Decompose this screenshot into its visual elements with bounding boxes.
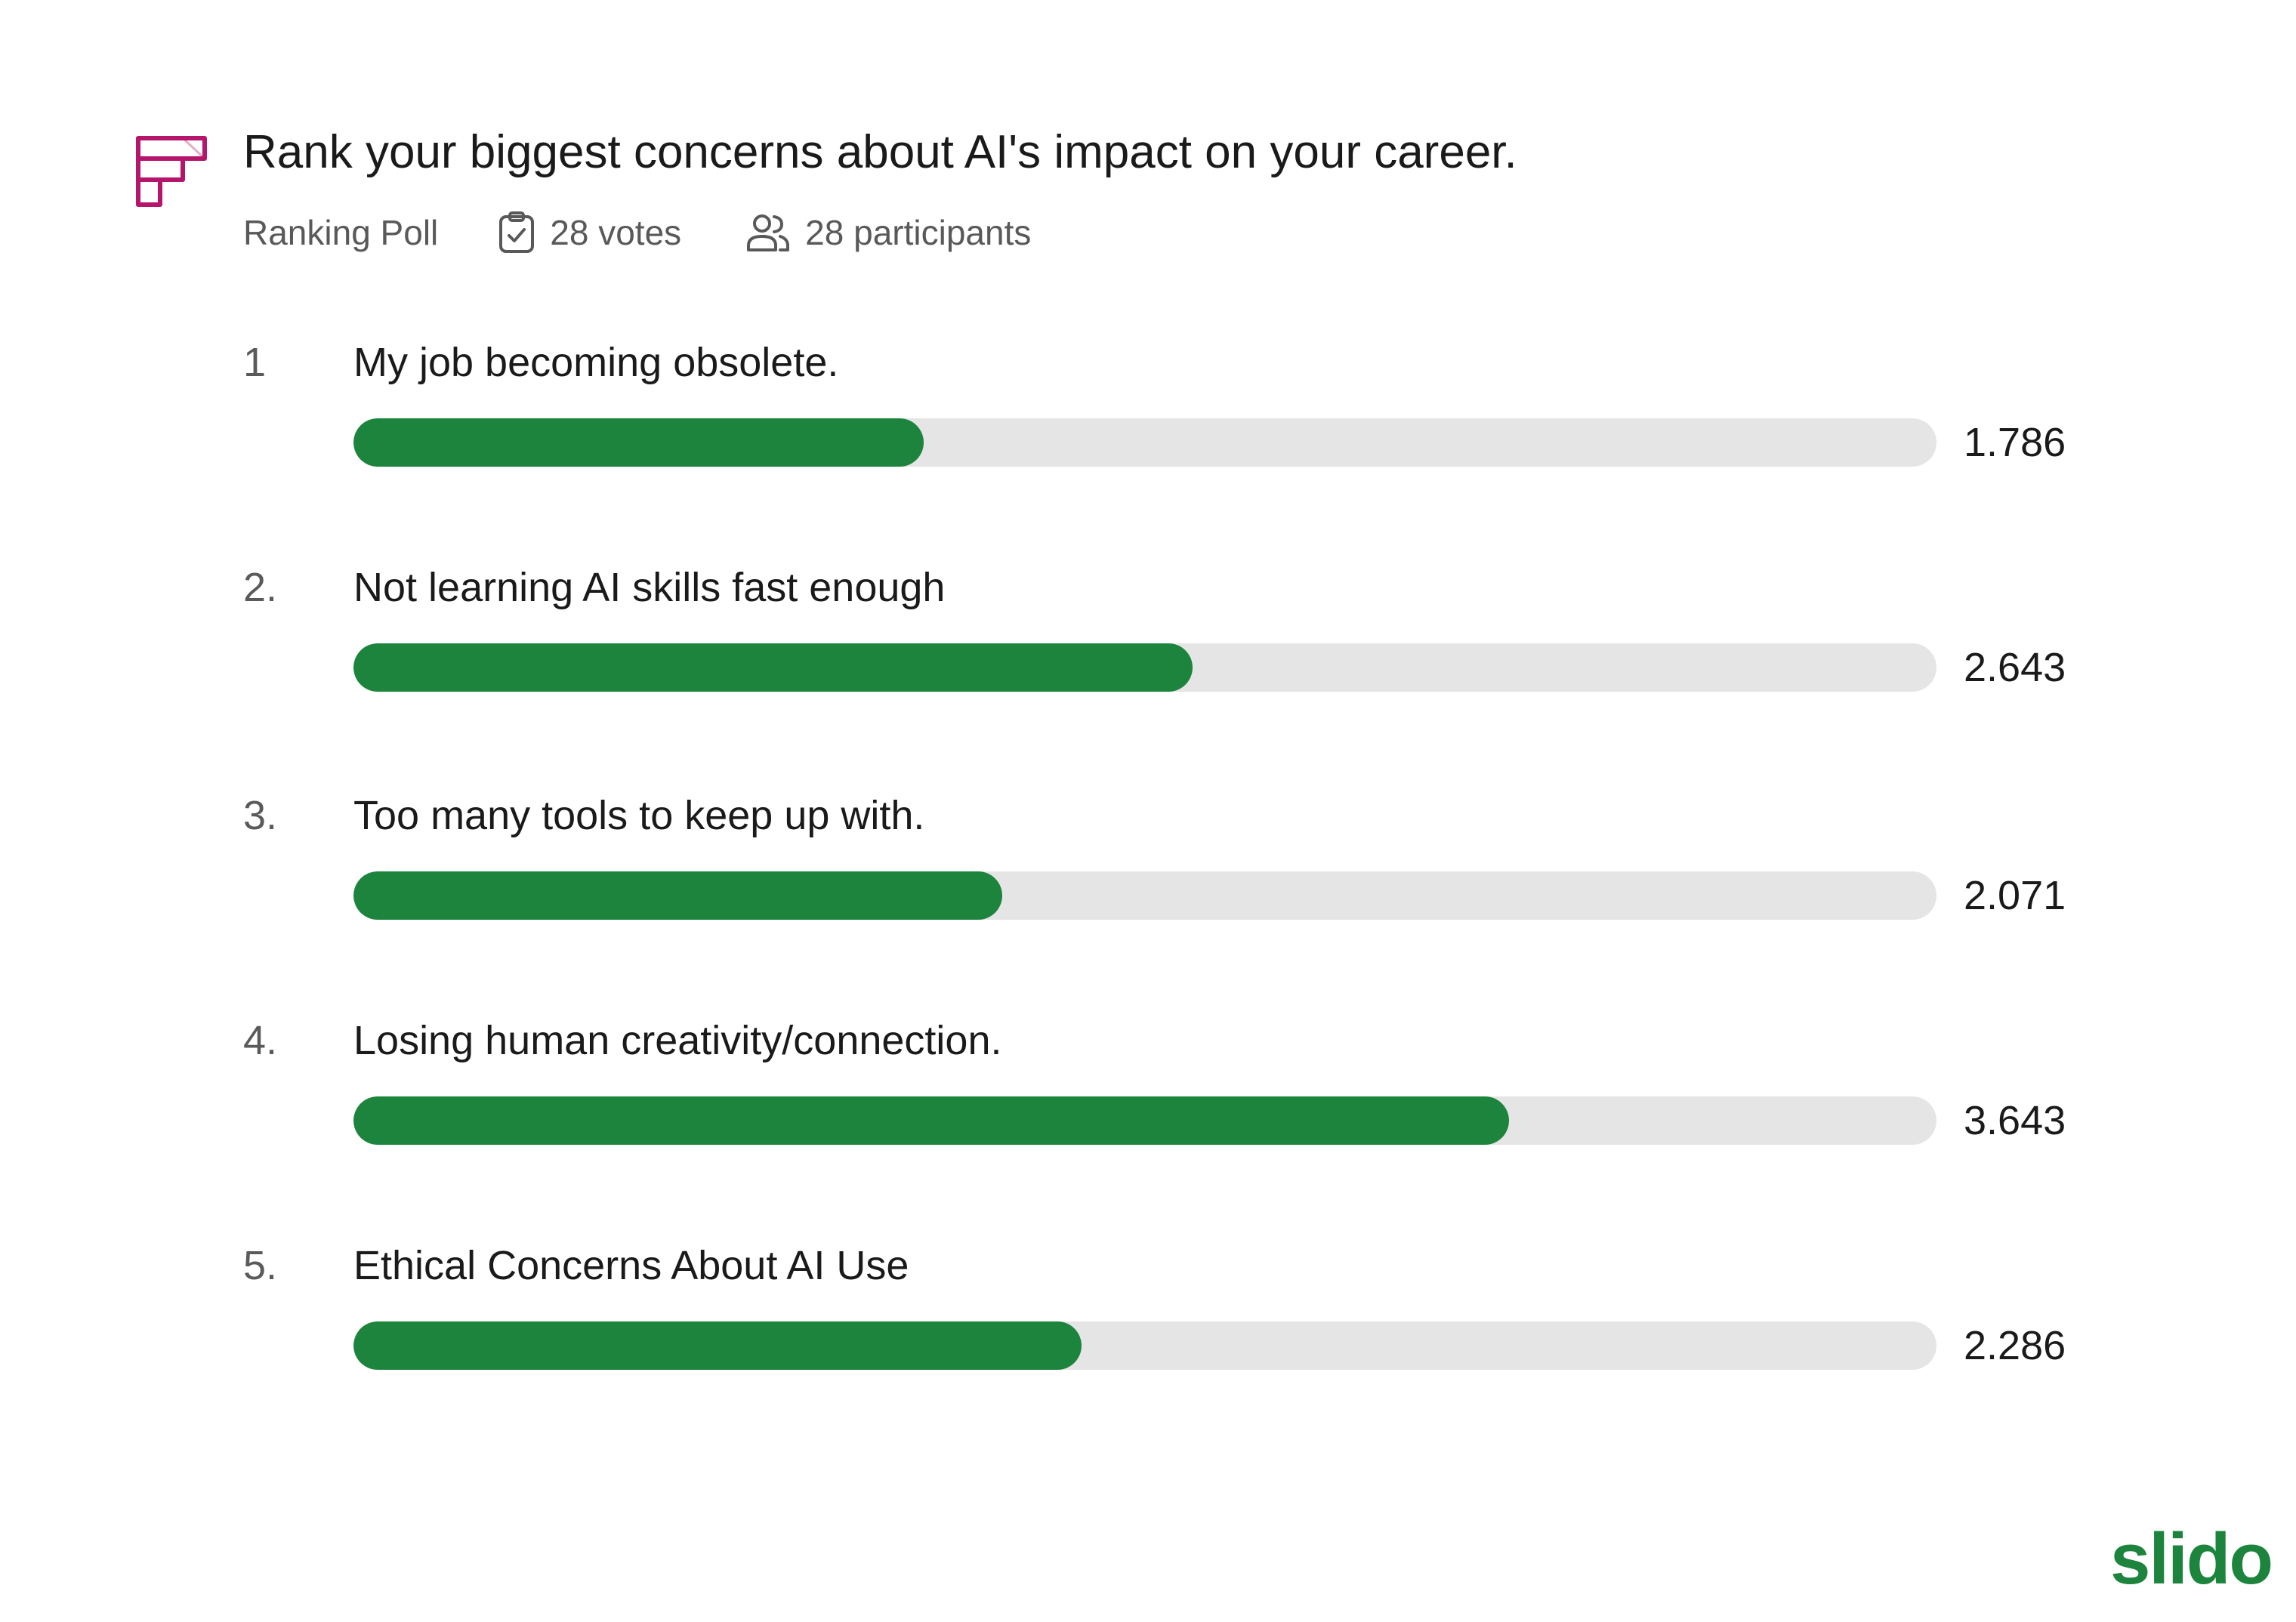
poll-type-label: Ranking Poll bbox=[243, 213, 439, 252]
poll-type: Ranking Poll bbox=[243, 212, 438, 253]
option-label: Losing human creativity/connection. bbox=[353, 1018, 1002, 1063]
score-bar-fill bbox=[353, 1321, 1082, 1370]
average-score: 2.643 bbox=[1964, 645, 2066, 690]
score-bar-fill bbox=[353, 643, 1193, 692]
poll-title: Rank your biggest concerns about AI's im… bbox=[243, 126, 1517, 178]
users-icon bbox=[747, 214, 790, 251]
votes-label: 28 votes bbox=[550, 213, 682, 252]
option-label: Ethical Concerns About AI Use bbox=[353, 1243, 909, 1288]
average-score: 3.643 bbox=[1964, 1098, 2066, 1143]
slido-logo: slido bbox=[2110, 1519, 2273, 1599]
ranking-poll-icon bbox=[136, 136, 207, 207]
option-label: My job becoming obsolete. bbox=[353, 340, 839, 385]
poll-meta: Ranking Poll 28 votes 28 participants bbox=[243, 208, 1031, 257]
score-bar-fill bbox=[353, 871, 1003, 920]
rank-number: 5. bbox=[243, 1243, 278, 1288]
score-bar bbox=[353, 1321, 1936, 1370]
score-bar bbox=[353, 643, 1936, 692]
rank-number: 1 bbox=[243, 340, 267, 385]
participants-label: 28 participants bbox=[805, 213, 1032, 252]
average-score: 1.786 bbox=[1964, 420, 2066, 465]
ranking-item: 1 My job becoming obsolete. 1.786 bbox=[0, 332, 2296, 513]
rank-number: 2. bbox=[243, 565, 278, 610]
clipboard-check-icon bbox=[499, 211, 535, 253]
ranking-item: 3. Too many tools to keep up with. 2.071 bbox=[0, 785, 2296, 967]
average-score: 2.286 bbox=[1964, 1323, 2066, 1368]
average-score: 2.071 bbox=[1964, 873, 2066, 918]
votes-count: 28 votes bbox=[498, 211, 681, 254]
score-bar bbox=[353, 418, 1936, 467]
option-label: Too many tools to keep up with. bbox=[353, 793, 925, 838]
score-bar bbox=[353, 871, 1936, 920]
ranking-item: 2. Not learning AI skills fast enough 2.… bbox=[0, 557, 2296, 739]
rank-number: 3. bbox=[243, 793, 278, 838]
score-bar bbox=[353, 1096, 1936, 1145]
score-bar-fill bbox=[353, 418, 924, 467]
ranking-item: 5. Ethical Concerns About AI Use 2.286 bbox=[0, 1235, 2296, 1417]
rank-number: 4. bbox=[243, 1018, 278, 1063]
ranking-item: 4. Losing human creativity/connection. 3… bbox=[0, 1010, 2296, 1192]
score-bar-fill bbox=[353, 1096, 1510, 1145]
participants-count: 28 participants bbox=[746, 212, 1031, 253]
option-label: Not learning AI skills fast enough bbox=[353, 565, 946, 610]
